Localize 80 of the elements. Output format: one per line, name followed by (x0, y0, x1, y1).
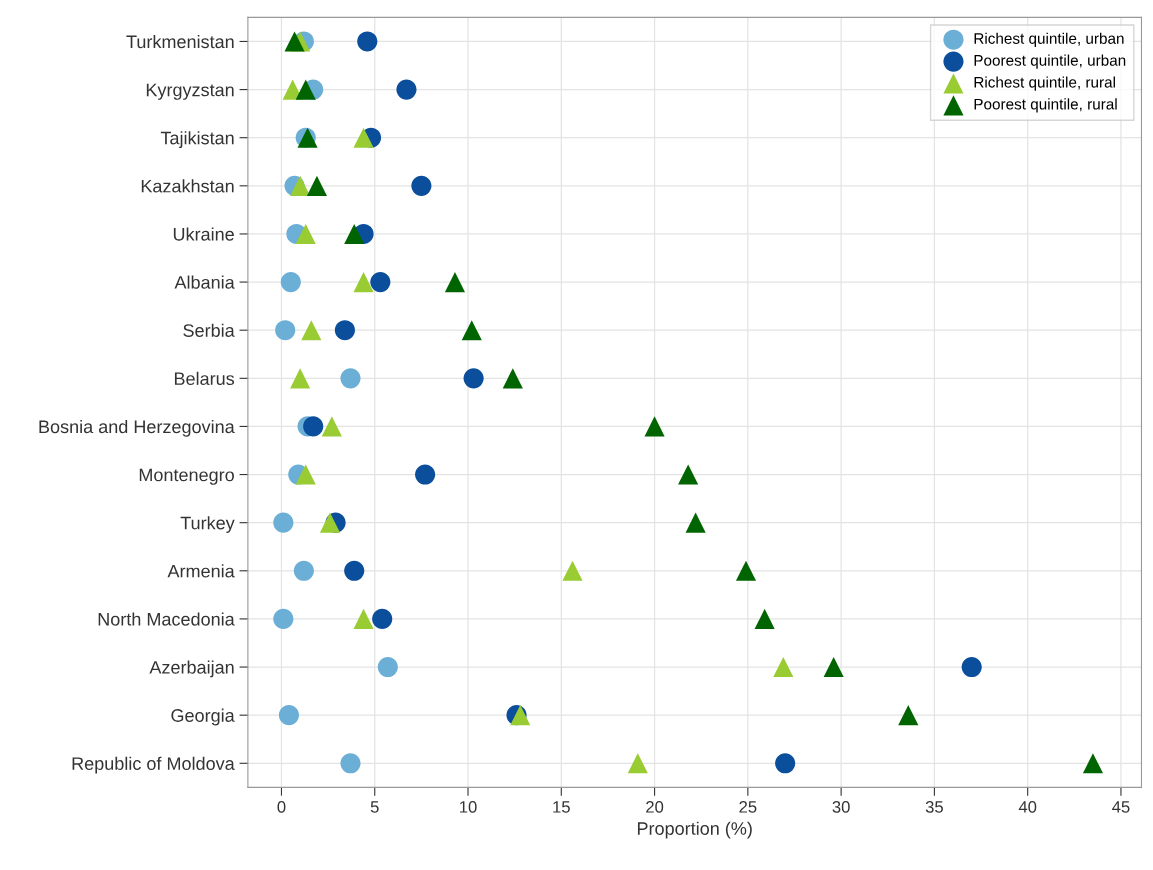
y-tick-label: Georgia (171, 708, 235, 726)
point (321, 416, 342, 437)
y-tick-label: Albania (174, 275, 235, 289)
point (415, 464, 436, 485)
point (280, 272, 301, 293)
point (502, 368, 523, 389)
point (898, 705, 919, 726)
point (644, 416, 665, 437)
point (353, 127, 374, 148)
point (273, 608, 294, 629)
point (275, 320, 296, 341)
point (334, 320, 355, 341)
point (353, 608, 374, 629)
y-tick-label: Kazakhstan (141, 179, 234, 193)
point (290, 368, 311, 389)
point (306, 175, 327, 196)
x-tick-label: 20 (646, 800, 664, 813)
point (273, 512, 294, 533)
y-tick-label: Azerbaijan (149, 660, 234, 678)
point (377, 656, 398, 678)
point (562, 560, 583, 581)
point (353, 272, 374, 293)
point (303, 416, 324, 437)
point (295, 79, 316, 100)
point (823, 656, 844, 678)
point (357, 31, 378, 52)
point (754, 608, 775, 629)
point (293, 560, 314, 581)
legend-label: Poorest quintile, rural (974, 98, 1117, 113)
point (685, 512, 706, 533)
point (301, 320, 322, 341)
point (340, 753, 361, 774)
legend-label: Richest quintile, rural (974, 76, 1115, 91)
point (678, 464, 699, 485)
y-tick-label: Belarus (174, 371, 235, 386)
point (278, 705, 299, 726)
point (627, 753, 648, 774)
legend-label: Poorest quintile, urban (974, 54, 1126, 69)
y-tick-label: Turkey (180, 516, 235, 533)
point (344, 223, 365, 245)
x-tick-label: 25 (739, 800, 757, 813)
point (775, 753, 796, 774)
point (773, 656, 794, 678)
point (344, 560, 365, 581)
y-tick-label: Kyrgyzstan (146, 83, 234, 100)
point (319, 512, 341, 533)
point (284, 31, 305, 52)
x-tick-label: 45 (1112, 801, 1130, 813)
x-tick-label: 10 (460, 800, 477, 813)
y-tick-label: Republic of Moldova (72, 756, 235, 774)
x-tick-label: 35 (925, 800, 943, 813)
point (295, 223, 316, 245)
point (463, 368, 484, 389)
x-tick-label: 5 (370, 801, 379, 813)
y-tick-label: Bosnia and Herzegovina (39, 419, 235, 437)
legend-label: Richest quintile, urban (974, 32, 1124, 47)
y-tick-label: Turkmenistan (126, 34, 234, 49)
x-tick-label: 40 (1018, 800, 1037, 813)
point (340, 368, 361, 389)
point (295, 464, 316, 485)
point (370, 272, 391, 293)
y-tick-label: Armenia (167, 564, 235, 578)
y-tick-label: Ukraine (173, 227, 234, 241)
x-tick-label: 30 (832, 800, 850, 813)
point (396, 79, 417, 100)
y-tick-label: Tajikistan (160, 131, 234, 148)
x-axis-title: Proportion (%) (637, 821, 752, 839)
point (290, 175, 311, 196)
y-tick-label: North Macedonia (98, 612, 235, 626)
x-tick-label: 15 (553, 801, 570, 813)
point (961, 656, 982, 678)
point (444, 272, 466, 293)
point (1082, 753, 1104, 774)
y-tick-label: Montenegro (139, 468, 234, 485)
point (735, 560, 757, 581)
point (372, 608, 393, 629)
point (411, 175, 432, 196)
x-tick-label: 0 (277, 800, 286, 813)
y-tick-label: Serbia (183, 323, 235, 337)
point (461, 320, 482, 341)
